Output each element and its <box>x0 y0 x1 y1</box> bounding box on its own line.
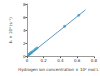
svg-text:Hydrogen ion concentration × 1: Hydrogen ion concentration × 10² mol L⁻¹ <box>18 67 100 72</box>
svg-text:8: 8 <box>23 2 26 7</box>
svg-text:2: 2 <box>23 41 26 46</box>
svg-text:4: 4 <box>23 28 26 33</box>
svg-text:0.4: 0.4 <box>57 58 64 63</box>
svg-text:0: 0 <box>22 54 26 60</box>
svg-text:0.6: 0.6 <box>74 58 81 63</box>
svg-text:6: 6 <box>23 15 26 20</box>
svg-text:0: 0 <box>26 58 29 63</box>
svg-text:kᵣ × 10⁴ (s⁻¹): kᵣ × 10⁴ (s⁻¹) <box>8 17 13 44</box>
svg-text:0.2: 0.2 <box>40 58 47 63</box>
svg-text:0.8: 0.8 <box>91 58 98 63</box>
